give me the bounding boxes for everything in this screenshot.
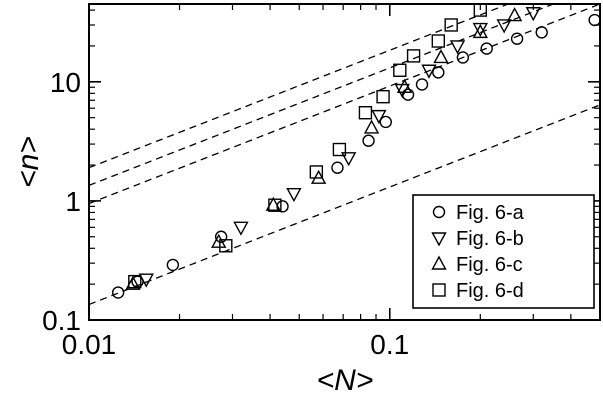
- data-point-series-1: [379, 115, 392, 129]
- data-point-series-2: [472, 22, 488, 38]
- data-point-series-1: [362, 134, 375, 147]
- data-point-series-1: [432, 66, 445, 79]
- data-point-series-3: [506, 7, 523, 22]
- y-axis-title: <n>: [12, 136, 45, 188]
- data-point-series-1: [111, 286, 125, 299]
- data-point-series-2: [421, 64, 437, 79]
- legend-label: Fig. 6-a: [456, 202, 525, 224]
- legend-label: Fig. 6-c: [456, 254, 523, 276]
- data-point-series-2: [525, 7, 541, 22]
- data-point-series-4: [358, 106, 373, 120]
- legend-box: [412, 194, 595, 309]
- data-point-series-1: [535, 26, 548, 39]
- data-point-series-4: [268, 198, 282, 212]
- y-tick-label: 0.1: [42, 305, 81, 336]
- x-tick-label: 0.1: [370, 329, 409, 360]
- data-point-series-2: [496, 19, 512, 34]
- data-point-series-2: [138, 273, 154, 288]
- data-point-series-3: [125, 275, 141, 290]
- data-point-series-4: [406, 49, 421, 63]
- data-point-series-3: [211, 233, 227, 248]
- data-point-series-3: [396, 78, 413, 93]
- data-point-series-2: [233, 221, 249, 236]
- data-point-series-4: [219, 239, 233, 253]
- data-point-series-3: [265, 196, 281, 211]
- legend-marker: [432, 283, 446, 297]
- data-point-series-3: [363, 119, 380, 134]
- dashed-reference-line: [89, 4, 600, 205]
- data-point-series-2: [286, 187, 302, 203]
- data-point-series-4: [332, 142, 347, 157]
- dashed-reference-line: [89, 4, 556, 186]
- data-point-series-2: [449, 40, 466, 55]
- data-point-series-1: [401, 88, 415, 101]
- legend-marker: [432, 205, 446, 219]
- data-point-series-4: [431, 34, 446, 48]
- legend-marker: [431, 255, 447, 270]
- data-point-series-1: [166, 258, 180, 272]
- legend-label: Fig. 6-d: [456, 280, 524, 302]
- data-point-series-1: [510, 32, 524, 45]
- plot-frame: [88, 3, 601, 321]
- legend: Fig. 6-a Fig. 6-b Fig. 6-c Fig. 6-d: [412, 194, 595, 309]
- dashed-reference-line: [89, 104, 600, 306]
- data-point-series-2: [340, 152, 357, 167]
- data-point-series-1: [214, 230, 228, 243]
- data-point-series-4: [128, 274, 142, 289]
- x-axis-title: <N>: [317, 364, 374, 397]
- data-point-series-4: [393, 63, 407, 77]
- data-point-series-1: [456, 51, 470, 64]
- x-tick-label: 0.01: [62, 329, 117, 360]
- data-point-series-1: [588, 13, 600, 27]
- data-point-series-1: [415, 78, 429, 91]
- data-markers: [111, 4, 600, 299]
- data-point-series-3: [433, 49, 449, 64]
- data-point-series-4: [444, 18, 458, 32]
- legend-label: Fig. 6-b: [456, 228, 524, 250]
- data-point-series-1: [331, 161, 344, 174]
- data-point-series-3: [472, 23, 488, 39]
- legend-marker: [431, 232, 447, 247]
- data-point-series-4: [376, 89, 390, 104]
- y-tick-label: 10: [50, 67, 81, 98]
- reference-lines: [89, 4, 600, 306]
- data-point-series-4: [309, 165, 324, 179]
- y-tick-label: 1: [65, 186, 81, 217]
- data-point-series-3: [310, 169, 327, 184]
- data-point-series-1: [480, 42, 493, 55]
- dashed-reference-line: [89, 4, 510, 169]
- data-point-series-2: [371, 109, 387, 125]
